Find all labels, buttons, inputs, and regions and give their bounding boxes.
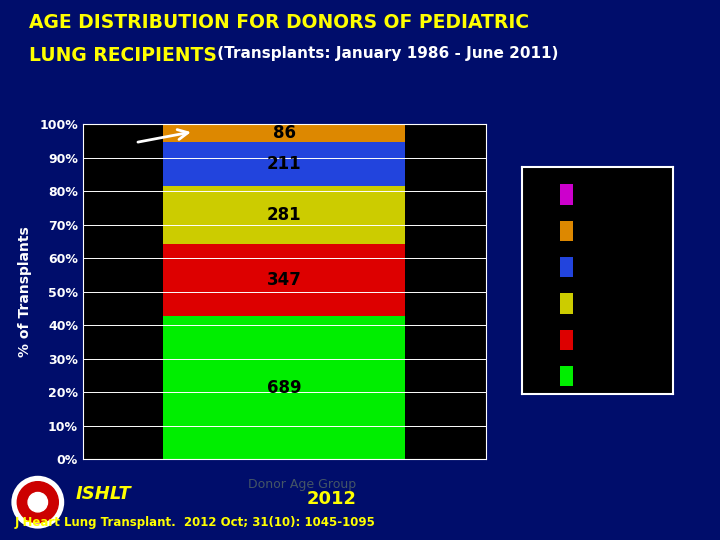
Text: ISHLT: ISHLT <box>76 485 131 503</box>
Bar <box>560 221 573 241</box>
Bar <box>560 185 573 205</box>
Bar <box>163 186 405 244</box>
Text: LUNG RECIPIENTS: LUNG RECIPIENTS <box>29 46 217 65</box>
Text: 347: 347 <box>267 271 302 289</box>
Text: 211: 211 <box>267 155 302 173</box>
Circle shape <box>28 492 48 512</box>
Text: AGE DISTRIBUTION FOR DONORS OF PEDIATRIC: AGE DISTRIBUTION FOR DONORS OF PEDIATRIC <box>29 14 529 32</box>
Y-axis label: % of Transplants: % of Transplants <box>18 226 32 357</box>
Text: 689: 689 <box>267 379 302 396</box>
Text: (Transplants: January 1986 - June 2011): (Transplants: January 1986 - June 2011) <box>212 46 559 61</box>
Bar <box>560 257 573 278</box>
Bar <box>560 329 573 350</box>
Circle shape <box>17 482 58 523</box>
Bar <box>163 244 405 316</box>
Text: 2012: 2012 <box>306 490 356 509</box>
Text: 86: 86 <box>273 124 296 142</box>
Circle shape <box>12 477 63 528</box>
Bar <box>560 366 573 386</box>
Bar <box>560 293 573 314</box>
Bar <box>163 142 405 186</box>
Text: 281: 281 <box>267 206 302 224</box>
Text: J Heart Lung Transplant.  2012 Oct; 31(10): 1045-1095: J Heart Lung Transplant. 2012 Oct; 31(10… <box>14 516 375 529</box>
Text: Donor Age Group: Donor Age Group <box>248 478 356 491</box>
Bar <box>163 316 405 459</box>
Bar <box>163 124 405 142</box>
